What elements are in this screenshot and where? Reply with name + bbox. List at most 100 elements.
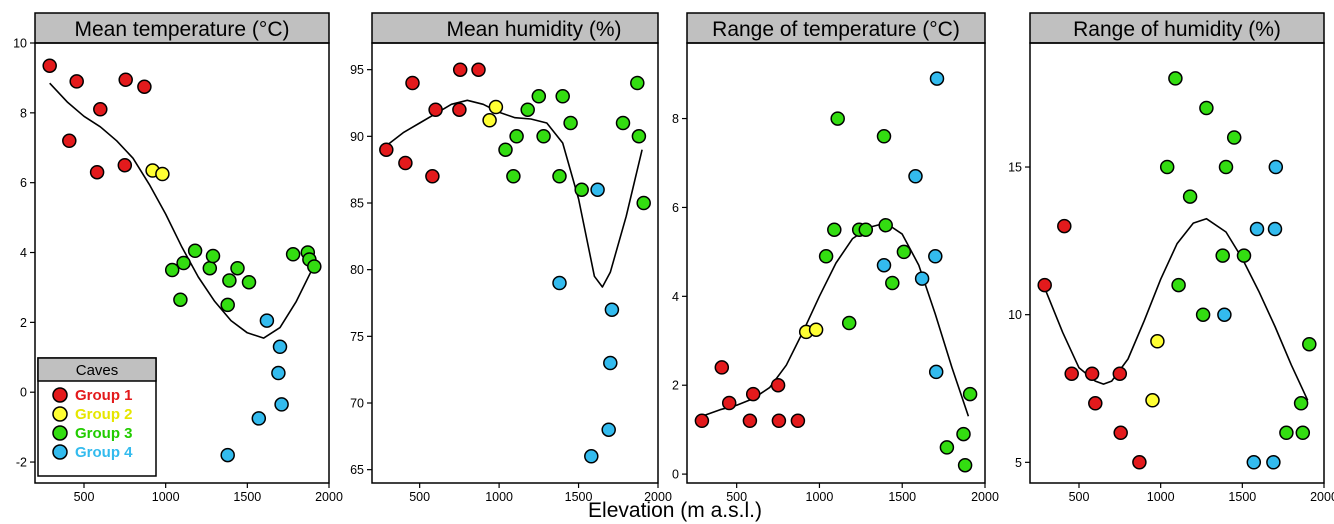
data-point-g3 [202, 260, 218, 276]
data-point-g3 [615, 115, 631, 131]
legend: Caves Group 1 Group 2 Group 3 Group 4 [37, 357, 157, 477]
y-tick-label: 10 [13, 37, 27, 51]
data-point-g3 [531, 89, 547, 104]
data-point-g3 [939, 440, 955, 455]
x-tick-label: 2000 [315, 490, 343, 504]
data-point-g3 [1279, 425, 1294, 441]
data-point-g2 [1150, 334, 1165, 349]
data-point-g1 [428, 102, 443, 117]
data-point-g3 [830, 111, 845, 126]
data-point-g4 [271, 365, 286, 381]
data-point-g4 [603, 355, 618, 371]
data-point-g3 [173, 292, 188, 307]
data-point-g3 [574, 182, 589, 197]
data-point-g3 [1302, 336, 1317, 352]
y-tick-label: 95 [350, 63, 364, 77]
data-point-g1 [1112, 366, 1128, 381]
data-point-g1 [471, 62, 486, 77]
smooth-line [1043, 217, 1309, 401]
data-point-g1 [452, 62, 468, 77]
y-tick-label: -2 [16, 456, 27, 470]
data-point-g1 [745, 386, 761, 402]
legend-label: Group 1 [75, 387, 133, 404]
data-point-g1 [694, 413, 710, 429]
data-point-g3 [818, 249, 834, 264]
x-tick-label: 1000 [485, 490, 513, 504]
data-point-g3 [1171, 277, 1186, 293]
data-point-g1 [62, 133, 77, 149]
data-point-g4 [1267, 221, 1283, 237]
y-tick-label: 5 [1015, 456, 1022, 470]
plot-frame [371, 42, 659, 484]
data-point-g3 [957, 457, 973, 473]
data-point-g3 [555, 89, 570, 104]
data-point-g1 [398, 155, 413, 171]
y-tick-label: 80 [350, 263, 364, 277]
legend-marker [52, 425, 68, 441]
data-point-g1 [1064, 366, 1079, 381]
legend-label: Group 2 [75, 406, 133, 423]
data-point-g1 [1132, 455, 1147, 470]
panel-mean-humidity: Mean humidity (%) 500 1000 1500 2000 65 70 75 8… [350, 12, 672, 504]
y-tick-label: 0 [20, 386, 27, 400]
data-point-g3 [176, 255, 191, 271]
plot-frame [1029, 42, 1325, 484]
chart-layer: 500 1000 1500 2000 0 2 4 6 8 [672, 71, 999, 504]
panel-title: Range of temperature (°C) [712, 18, 960, 41]
data-point-g3 [230, 260, 245, 276]
data-point-g1 [714, 360, 730, 375]
data-point-g4 [1246, 455, 1262, 470]
panel-range-humidity: Range of humidity (%) 500 1000 1500 2000 5 10… [1008, 12, 1334, 504]
data-point-g3 [962, 386, 978, 402]
data-point-g3 [509, 129, 524, 144]
data-point-g4 [1268, 159, 1284, 175]
data-point-g3 [885, 275, 900, 291]
legend-marker [52, 444, 68, 460]
data-point-g4 [928, 249, 943, 264]
data-point-g1 [1057, 218, 1072, 234]
y-tick-label: 4 [20, 246, 27, 260]
data-point-g3 [1236, 248, 1252, 263]
y-tick-label: 75 [350, 330, 364, 344]
data-point-g4 [552, 275, 567, 291]
legend-label: Group 4 [75, 444, 133, 461]
data-point-g1 [452, 102, 467, 117]
x-tick-label: 2000 [644, 490, 672, 504]
data-point-g4 [604, 302, 620, 317]
panel-mean-temperature: Mean temperature (°C) 500 1000 1500 2000 -2 0… [13, 12, 343, 504]
legend-entry-group-3: Group 3 [52, 425, 133, 442]
legend-header [37, 357, 157, 382]
data-point-g3 [630, 75, 645, 91]
data-point-g4 [928, 364, 944, 380]
y-tick-label: 4 [672, 290, 679, 304]
data-point-g3 [506, 169, 521, 184]
data-point-g4 [251, 411, 267, 426]
data-point-g1 [425, 169, 440, 184]
legend-entry-group-4: Group 4 [52, 444, 133, 461]
data-point-g1 [93, 102, 108, 117]
smooth-line [701, 222, 970, 418]
y-tick-label: 8 [672, 112, 679, 126]
smooth-line [49, 82, 314, 339]
panel-range-temperature: Range of temperature (°C) 500 1000 1500 200… [672, 12, 999, 504]
x-tick-label: 500 [726, 490, 747, 504]
data-point-g1 [117, 157, 133, 173]
data-point-g3 [956, 426, 971, 442]
data-point-g3 [241, 274, 257, 290]
panel-header [371, 12, 659, 44]
data-point-g4 [220, 447, 235, 463]
data-point-g4 [1249, 221, 1265, 237]
data-point-g3 [520, 102, 535, 117]
y-tick-label: 2 [20, 316, 27, 330]
data-point-g3 [498, 142, 513, 157]
data-point-g3 [552, 169, 567, 184]
data-point-g4 [929, 71, 945, 86]
y-tick-label: 6 [672, 201, 679, 215]
data-point-g1 [770, 377, 786, 393]
data-point-g3 [1159, 159, 1175, 175]
legend-marker [52, 387, 68, 403]
data-point-g1 [790, 413, 806, 429]
data-point-g3 [1218, 159, 1234, 175]
y-tick-label: 90 [350, 130, 364, 144]
